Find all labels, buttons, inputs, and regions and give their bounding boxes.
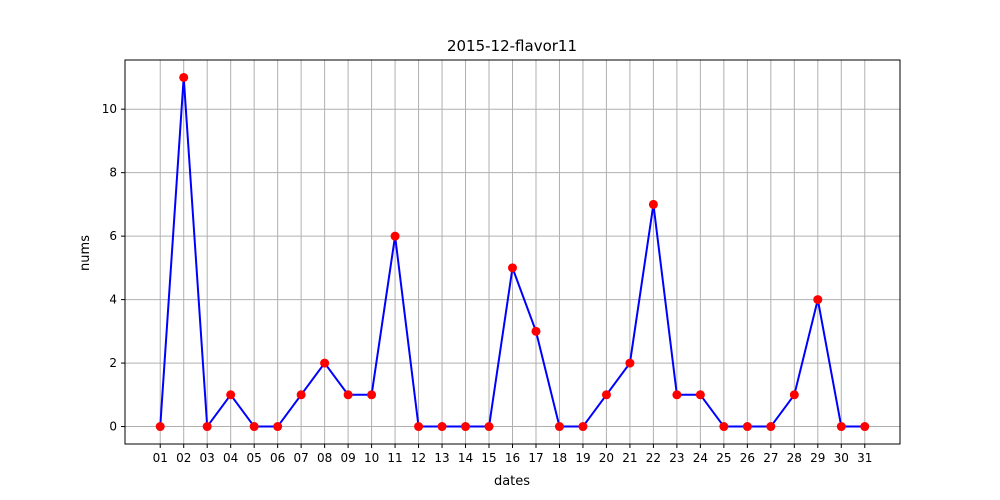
data-point <box>742 422 752 432</box>
x-tick-label: 14 <box>458 451 473 465</box>
data-point <box>390 231 400 241</box>
x-tick-label: 16 <box>505 451 520 465</box>
data-point <box>836 422 846 432</box>
x-tick-label: 30 <box>834 451 849 465</box>
data-point <box>484 422 494 432</box>
x-axis-label: dates <box>494 474 530 489</box>
x-tick-label: 08 <box>317 451 332 465</box>
x-tick-label: 09 <box>340 451 355 465</box>
x-tick-label: 17 <box>528 451 543 465</box>
data-point <box>672 390 682 400</box>
x-tick-label: 23 <box>669 451 684 465</box>
data-point <box>813 295 823 305</box>
x-tick-label: 31 <box>857 451 872 465</box>
x-tick-label: 11 <box>387 451 402 465</box>
data-point <box>414 422 424 432</box>
data-point <box>601 390 611 400</box>
data-point <box>860 422 870 432</box>
x-tick-label: 28 <box>787 451 802 465</box>
grid <box>125 60 900 444</box>
data-point <box>508 263 517 273</box>
x-tick-label: 12 <box>411 451 426 465</box>
x-tick-label: 03 <box>200 451 215 465</box>
data-point <box>367 390 377 400</box>
data-point <box>296 390 306 400</box>
data-point <box>343 390 353 400</box>
y-axis-label: nums <box>78 235 93 271</box>
x-tick-label: 19 <box>575 451 590 465</box>
data-point <box>155 422 165 432</box>
x-tick-label: 25 <box>716 451 731 465</box>
y-tick-label: 6 <box>109 229 117 243</box>
data-point <box>578 422 588 432</box>
x-tick-label: 21 <box>622 451 637 465</box>
data-point <box>531 326 541 336</box>
y-tick-label: 8 <box>109 166 117 180</box>
x-tick-label: 05 <box>247 451 262 465</box>
x-tick-label: 01 <box>153 451 168 465</box>
y-tick-label: 10 <box>102 102 117 116</box>
data-point <box>766 422 776 432</box>
data-point <box>226 390 236 400</box>
x-tick-label: 26 <box>740 451 755 465</box>
x-tick-label: 18 <box>552 451 567 465</box>
x-tick-label: 10 <box>364 451 379 465</box>
x-tick-label: 07 <box>293 451 308 465</box>
data-point <box>437 422 447 432</box>
data-point <box>202 422 212 432</box>
y-tick-label: 2 <box>109 356 117 370</box>
data-point <box>648 199 658 209</box>
data-point <box>320 358 330 368</box>
x-tick-label: 06 <box>270 451 285 465</box>
y-tick-label: 4 <box>109 293 117 307</box>
x-tick-label: 15 <box>481 451 496 465</box>
data-point <box>273 422 283 432</box>
data-point <box>789 390 799 400</box>
data-point <box>461 422 471 432</box>
series <box>155 72 870 432</box>
x-tick-label: 29 <box>810 451 825 465</box>
x-tick-label: 22 <box>646 451 661 465</box>
data-point <box>625 358 635 368</box>
data-point <box>554 422 564 432</box>
data-point <box>695 390 705 400</box>
data-point <box>249 422 259 432</box>
x-tick-label: 27 <box>763 451 778 465</box>
x-tick-label: 04 <box>223 451 238 465</box>
x-axis-ticks: 01 02 03 04 05 06 07 08 09 10 11 12 13 14 15 16 17 18 19 20… <box>153 444 872 465</box>
x-tick-label: 13 <box>434 451 449 465</box>
y-axis-ticks: 0 2 4 6 8 10 <box>102 102 125 434</box>
x-tick-label: 20 <box>599 451 614 465</box>
x-tick-label: 24 <box>693 451 708 465</box>
x-tick-label: 02 <box>176 451 191 465</box>
data-point <box>179 72 189 82</box>
chart-title: 2015-12-flavor11 <box>447 37 577 55</box>
y-tick-label: 0 <box>109 420 117 434</box>
data-point <box>719 422 729 432</box>
